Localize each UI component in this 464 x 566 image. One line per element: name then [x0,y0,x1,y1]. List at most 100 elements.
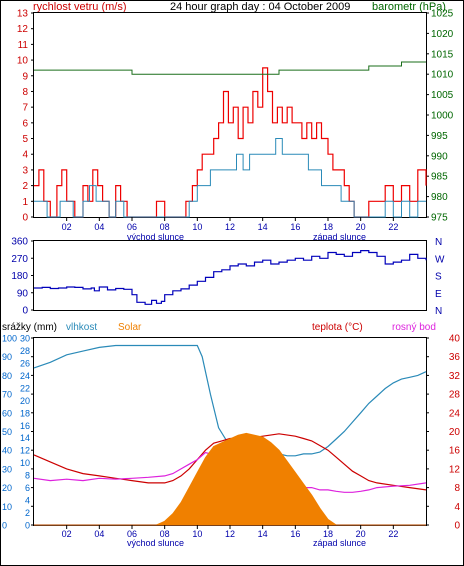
pressure-tick-label: 1000 [431,111,454,122]
wind-x-tick-label: 12 [225,222,235,232]
wind-x-tick-label: 04 [94,222,104,232]
wind-x-tick-label: 14 [258,222,268,232]
wind-tick-label: 13 [17,9,29,20]
temp-tick-label: 40 [449,334,461,345]
solar-area [34,432,426,526]
temp-tick-label: 16 [449,446,461,457]
pressure-tick-label: 1010 [431,70,454,81]
pressure-tick-label: 995 [431,131,448,142]
wind-tick-label: 8 [22,87,28,98]
humidity-tick-label: 60 [2,408,12,418]
wind-x-tick-label: 18 [323,222,333,232]
wind-tick-label: 11 [18,40,29,51]
precip-tick-label: 28 [20,346,30,356]
direction-left-axis: 0 90 180 270 360 [11,237,34,317]
precip-tick-label: 8 [25,471,30,481]
pressure-tick-label: 975 [431,213,448,224]
pressure-tick-label: 1015 [431,49,454,60]
temp-tick-label: 28 [449,390,461,401]
direction-compass-label: N [435,237,442,248]
humidity-tick-label: 100 [2,334,17,344]
sunset-label-1: západ slunce [313,232,366,242]
sunset-label-2: západ slunce [313,538,366,548]
lower-x-tick-label: 20 [356,529,366,539]
lower-x-tick-label: 16 [290,529,300,539]
wind-axis-label: rychlost vetru (m/s) [33,1,127,13]
temp-tick-label: 4 [454,502,460,513]
lower-x-tick-label: 10 [192,529,202,539]
precip-tick-label: 18 [20,408,30,418]
direction-compass-label: N [435,306,442,317]
wind-tick-label: 6 [22,118,28,129]
wind-x-tick-label: 20 [356,222,366,232]
lower-x-tick-label: 02 [62,529,72,539]
wind-x-tick-label: 16 [290,222,300,232]
wind-series-group [34,61,427,218]
wind-tick-label: 7 [22,103,28,114]
temp-tick-label: 12 [449,464,461,475]
direction-tick-label: 0 [22,306,28,317]
temp-tick-label: 32 [449,371,461,382]
wind-tick-label: 5 [22,134,28,145]
lower-x-tick-label: 08 [160,529,170,539]
pressure-right-axis: 975 980 985 990 995 1000 1005 1010 1015 1020 1025 [426,9,454,224]
pressure-tick-label: 1025 [431,9,454,20]
humidity-axis-label: vlhkost [66,322,97,333]
precip-tick-label: 16 [20,421,30,431]
temp-tick-label: 20 [449,427,461,438]
dew-axis-label: rosný bod [392,322,436,333]
humidity-tick-label: 80 [2,371,12,381]
precip-tick-label: 24 [20,371,30,381]
precip-tick-label: 4 [25,496,30,506]
pressure-tick-label: 985 [431,172,448,183]
gust-line [34,67,427,218]
humidity-tick-label: 30 [2,464,12,474]
solar-axis-label: Solar [118,322,142,333]
wind-x-axis: 02 04 06 08 10 12 14 16 18 20 22 [62,217,398,232]
precip-tick-label: 30 [20,334,30,344]
precip-tick-label: 26 [20,358,30,368]
lower-x-tick-label: 04 [94,529,104,539]
wind-x-tick-label: 06 [127,222,137,232]
temp-tick-label: 24 [449,408,461,419]
lower-x-tick-label: 18 [323,529,333,539]
chart-title: 24 hour graph day : 04 October 2009 [170,1,350,13]
precip-axis-label: srážky (mm) [2,322,57,333]
direction-compass-label: E [435,289,442,300]
humidity-tick-label: 0 [2,521,7,531]
precip-tick-label: 10 [20,458,30,468]
precip-tick-label: 22 [20,383,30,393]
humidity-tick-label: 90 [2,352,12,362]
wind-x-tick-label: 02 [62,222,72,232]
temp-right-axis: 0 4 8 12 16 20 24 28 32 36 40 [426,334,460,532]
wind-line [34,138,426,218]
wind-tick-label: 4 [22,150,28,161]
precip-tick-label: 20 [20,396,30,406]
temp-tick-label: 8 [454,483,460,494]
direction-tick-label: 180 [11,271,28,282]
humidity-tick-label: 50 [2,427,12,437]
direction-line [34,250,427,305]
pressure-tick-label: 980 [431,192,448,203]
direction-compass-label: W [435,254,445,265]
precip-tick-label: 6 [25,483,30,493]
lower-x-axis: 02 04 06 08 10 12 14 16 18 20 22 [62,525,398,539]
lower-x-tick-label: 12 [225,529,235,539]
wind-x-tick-label: 10 [192,222,202,232]
pressure-axis-label: barometr (hPa) [372,1,446,13]
temp-axis-label: teplota (°C) [312,322,363,333]
humidity-tick-label: 70 [2,390,12,400]
humidity-tick-label: 20 [2,483,12,493]
humidity-tick-label: 40 [2,446,12,456]
pressure-tick-label: 990 [431,151,448,162]
direction-compass-label: S [435,272,442,283]
direction-tick-label: 90 [17,288,29,299]
precip-tick-label: 0 [25,521,30,531]
humidity-tick-label: 10 [2,502,12,512]
direction-tick-label: 270 [11,254,28,265]
sunrise-label-1: východ slunce [127,232,184,242]
